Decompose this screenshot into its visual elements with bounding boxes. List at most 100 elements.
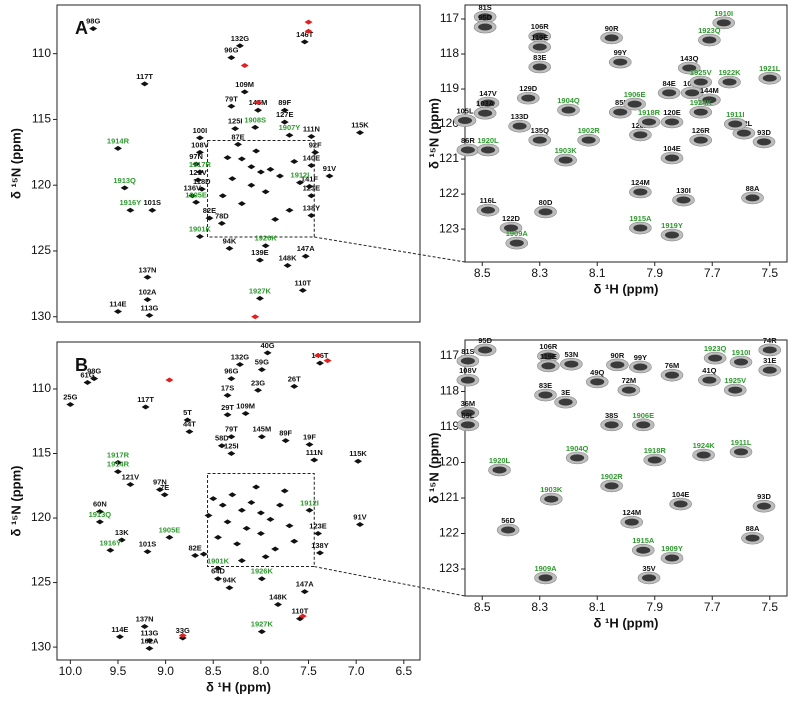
y-tick-label: 130 [31, 309, 51, 323]
peak [223, 519, 232, 525]
peak [662, 89, 677, 97]
peak [532, 63, 547, 71]
peak [255, 295, 264, 301]
peak [217, 220, 226, 226]
peak [225, 585, 234, 591]
peak [218, 193, 227, 199]
peak [195, 169, 204, 175]
peak-label: 1909Y [661, 544, 683, 553]
peak-label: 1926K [251, 567, 274, 576]
peak [197, 186, 206, 192]
peak [702, 36, 717, 44]
plot-frame [56, 341, 421, 661]
y-axis-label: δ ¹⁵N (ppm) [426, 432, 441, 503]
peak [178, 635, 187, 641]
peak-label: 104E [663, 144, 681, 153]
peak [218, 502, 227, 508]
peak [209, 496, 218, 502]
peak-label: 94K [223, 576, 237, 585]
peak [693, 136, 708, 144]
x-tick-label: 7.5 [761, 266, 778, 280]
peak [274, 602, 283, 608]
peak [762, 346, 777, 354]
peak [310, 457, 319, 463]
peak-label: 123E [309, 522, 327, 531]
peak-label: 84E [662, 79, 675, 88]
peak [252, 148, 261, 154]
peak-label: 148K [269, 592, 288, 601]
peak [240, 89, 249, 95]
peak-label: 26T [288, 374, 301, 383]
peak [290, 159, 299, 165]
peak-label: 1914R [107, 460, 130, 469]
peak [145, 645, 154, 651]
peak [115, 634, 124, 640]
peak [89, 26, 98, 32]
peak-label: 41Q [702, 366, 716, 375]
peak-label: 1925V [724, 376, 746, 385]
peak-label: 1914R [107, 136, 130, 145]
peak [541, 352, 556, 360]
peak [624, 518, 639, 526]
peak [191, 552, 200, 558]
peak-label: 97N [189, 152, 203, 161]
peak-label: 147V [479, 89, 497, 98]
peak [113, 308, 122, 314]
x-tick-label: 6.5 [395, 664, 412, 678]
peak [285, 523, 294, 529]
peak [90, 376, 99, 382]
y-tick-label: 125 [31, 243, 51, 257]
peak-label: 137N [136, 614, 154, 623]
peak [257, 629, 266, 635]
peak-label: 1917R [107, 451, 130, 460]
peak-label: 91V [323, 164, 336, 173]
peak-label: 1918R [644, 446, 667, 455]
peak [183, 417, 192, 423]
peak [233, 541, 242, 547]
peak [223, 155, 232, 161]
peak-label: 13K [115, 528, 129, 537]
peak [716, 19, 731, 27]
peak [604, 34, 619, 42]
peak [228, 492, 237, 498]
zoom-connector [314, 566, 466, 597]
peak-label: 61G [80, 371, 94, 380]
peak-label: 117T [137, 395, 154, 404]
peak [682, 64, 697, 72]
peak-label: 118D [193, 177, 211, 186]
peak [621, 386, 636, 394]
peak-label: 132G [231, 34, 250, 43]
peak-label: 105L [456, 107, 474, 116]
peak [665, 231, 679, 239]
peak [227, 451, 236, 457]
peak-label: 1918R [638, 108, 661, 117]
peak [275, 502, 284, 508]
peak-label: 130I [676, 186, 691, 195]
peak-label: 79T [225, 425, 238, 434]
peak [237, 156, 246, 162]
peak [315, 360, 324, 366]
peak-label: 1902R [578, 126, 601, 135]
peak [214, 534, 223, 540]
peak-label: 82E [203, 206, 216, 215]
peak-label: 36M [461, 399, 476, 408]
peak-label: 29T [221, 403, 234, 412]
peak [257, 367, 266, 373]
peak-label: 19F [303, 432, 316, 441]
peak [192, 199, 201, 205]
peak-label: 90R [610, 351, 624, 360]
peak [285, 132, 294, 138]
peak-label: 125I [224, 441, 239, 450]
peak-label: 113G [140, 629, 158, 638]
y-tick-label: 130 [31, 639, 51, 653]
peak [521, 94, 536, 102]
peak-label: 101S [139, 540, 157, 549]
peak [355, 130, 364, 136]
peak-label: 1912I [300, 498, 319, 507]
peak-label: 1916Y [120, 198, 142, 207]
peak [160, 492, 169, 498]
x-axis-label: δ ¹H (ppm) [206, 679, 271, 694]
peak-label: 1907Y [279, 123, 301, 132]
y-tick-label: 123 [439, 221, 459, 235]
peak [311, 149, 320, 155]
